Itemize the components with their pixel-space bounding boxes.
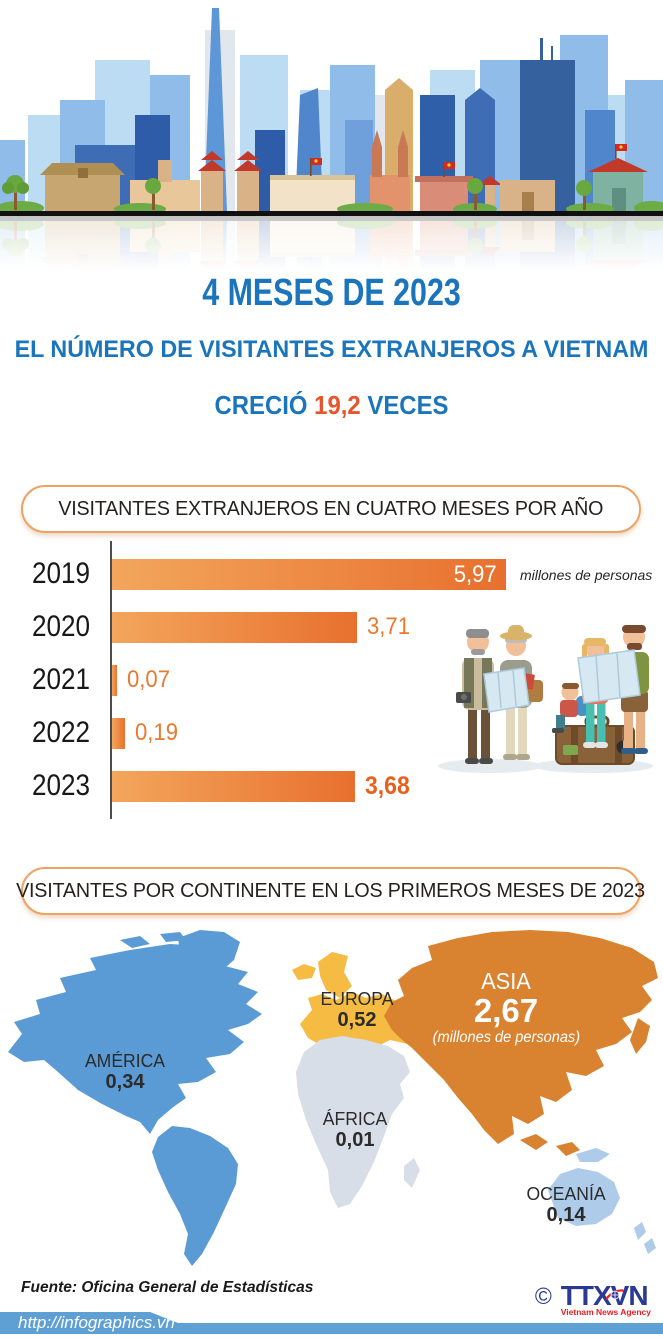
bar-value-2019: 5,97	[454, 561, 497, 588]
bar-value-2020: 3,71	[366, 613, 410, 640]
bar-2021	[112, 665, 117, 696]
map-label-europa: EUROPA 0,52	[320, 988, 394, 1032]
vietnam-skyline-illustration	[0, 8, 663, 278]
bar-value-2021: 0,07	[126, 666, 170, 693]
year-label: 2021	[32, 663, 91, 696]
year-label: 2019	[32, 557, 91, 590]
chart-axis-line	[110, 541, 112, 819]
bar-value-2022: 0,19	[134, 719, 178, 746]
map-continent-oceania	[548, 1148, 656, 1254]
ttxvn-logo: © TTXVN Vietnam News Agency	[534, 1280, 651, 1318]
tourists-illustration	[438, 625, 653, 773]
visitors-bar-chart: 2019 5,97 millones de personas 2020 3,71 2021…	[28, 541, 653, 819]
bar-2022	[112, 718, 125, 749]
map-label-oceania: OCEANÍA 0,14	[526, 1183, 606, 1227]
year-label: 2022	[32, 716, 91, 749]
bar-2020	[112, 612, 357, 643]
chart-row-2023: 2023 3,68	[28, 760, 653, 813]
map-continent-europa	[292, 952, 416, 1050]
growth-suffix: VECES	[360, 390, 449, 420]
logo-subtext: Vietnam News Agency	[560, 1307, 651, 1317]
map-label-asia: ASIA 2,67 (millones de personas)	[432, 968, 581, 1047]
bar-2023	[112, 771, 355, 802]
bottom-bar	[0, 1312, 663, 1334]
copyright-icon: ©	[534, 1283, 552, 1309]
map-label-africa: ÁFRICA 0,01	[322, 1108, 388, 1152]
page-title: 4 MESES DE 2023	[202, 272, 461, 314]
section-header-map: VISITANTES POR CONTINENTE EN LOS PRIMERO…	[17, 867, 646, 915]
chart-row-2019: 2019 5,97 millones de personas	[28, 548, 653, 601]
chart-row-2020: 2020 3,71	[28, 601, 653, 654]
source-note: Fuente: Oficina General de Estadísticas	[21, 1279, 314, 1296]
map-continent-america	[8, 930, 262, 1266]
growth-value: 19,2	[314, 390, 361, 420]
bar-value-2023: 3,68	[364, 772, 410, 800]
bar-2019: 5,97	[112, 559, 506, 590]
growth-statement: CRECIÓ 19,2 VECES	[27, 390, 637, 421]
chart-row-2022: 2022 0,19	[28, 707, 653, 760]
logo-text: TTXVN	[560, 1280, 649, 1311]
unit-label: millones de personas	[520, 567, 653, 583]
map-continent-africa	[296, 1036, 420, 1208]
section-header-bar-chart: VISITANTES EXTRANJEROS EN CUATRO MESES P…	[21, 485, 641, 533]
year-label: 2020	[32, 610, 91, 643]
page-subtitle: EL NÚMERO DE VISITANTES EXTRANJEROS A VI…	[14, 336, 649, 363]
globe-icon	[605, 1289, 625, 1300]
map-continent-asia	[384, 930, 658, 1156]
growth-prefix: CRECIÓ	[214, 390, 315, 420]
website-url: http://infographics.vn	[18, 1313, 175, 1332]
world-map	[8, 930, 658, 1266]
section-title: VISITANTES POR CONTINENTE EN LOS PRIMERO…	[16, 879, 646, 902]
section-title: VISITANTES EXTRANJEROS EN CUATRO MESES P…	[58, 497, 604, 520]
year-label: 2023	[32, 769, 91, 802]
chart-row-2021: 2021 0,07	[28, 654, 653, 707]
reflection-fade	[0, 216, 663, 278]
map-label-america: AMÉRICA 0,34	[84, 1050, 166, 1094]
